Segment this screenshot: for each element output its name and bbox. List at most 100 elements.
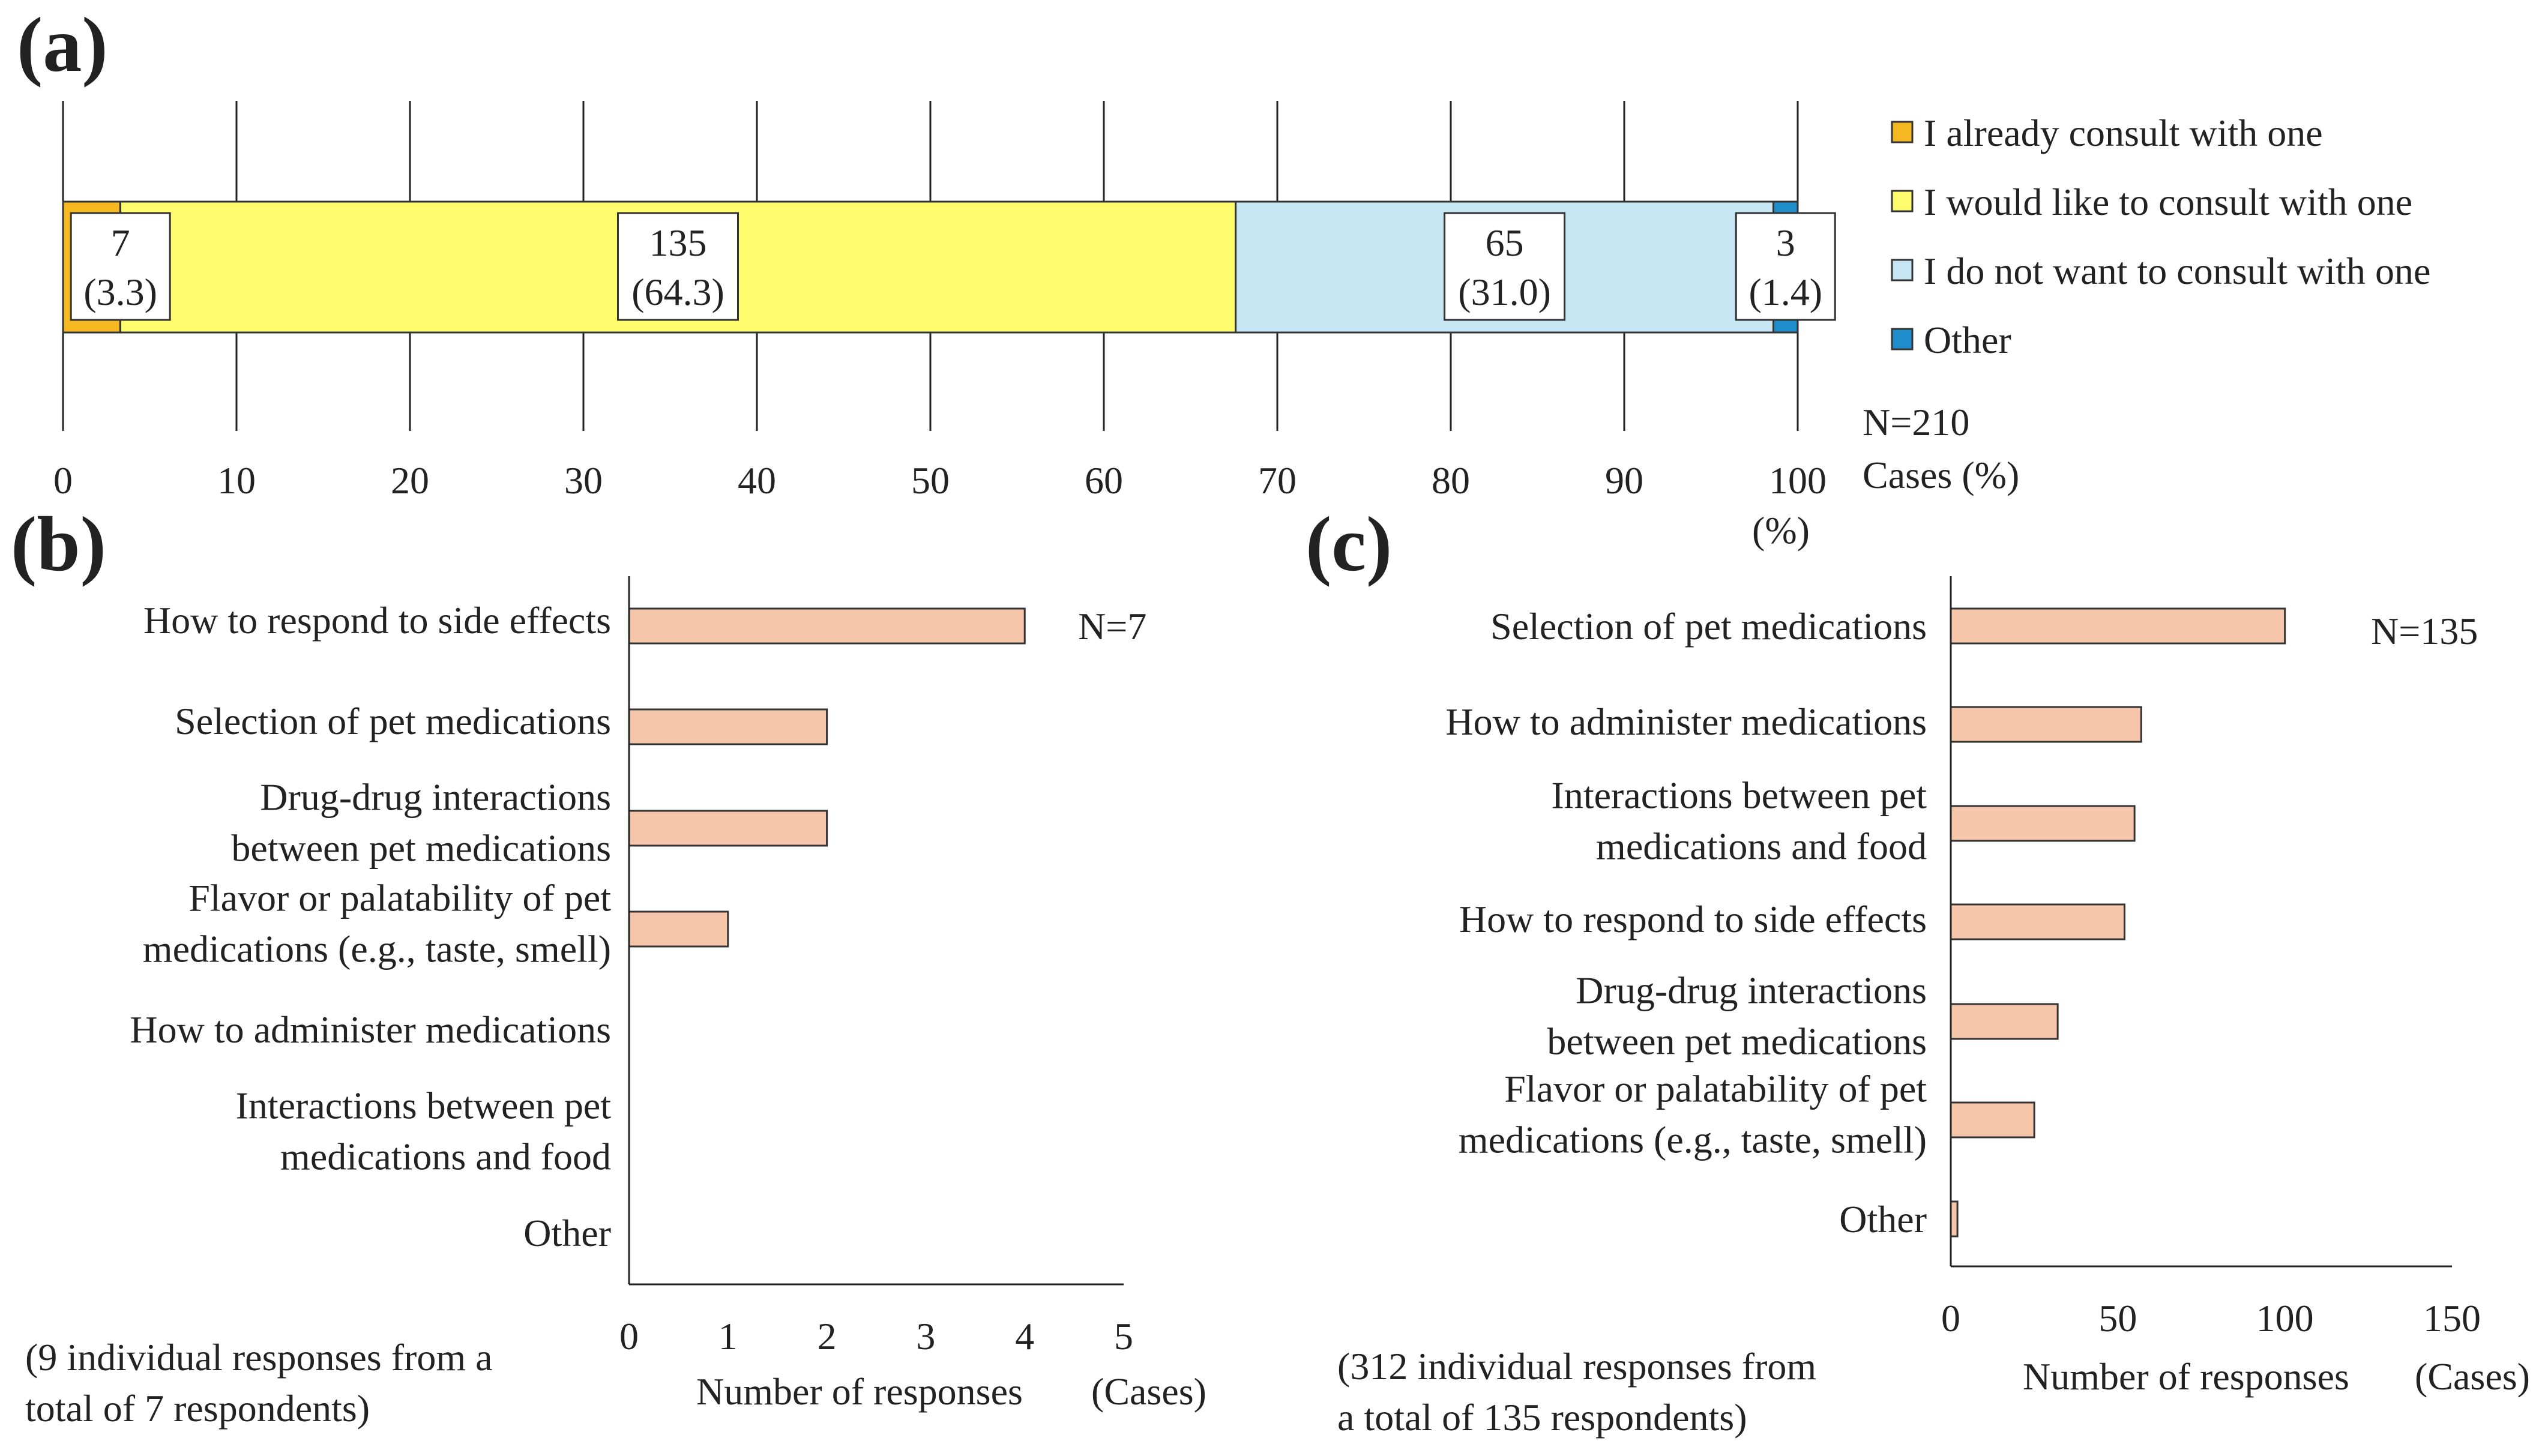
c-bar (1950, 1003, 2059, 1040)
b-x-tick-label: 5 (1114, 1315, 1133, 1358)
panel-c-category-labels: Selection of pet medications How to admin… (1445, 605, 1927, 1241)
c-category-label: How to administer medications (1445, 700, 1927, 743)
panel-a-data-labels: 7 (3.3) 135 (64.3) 65 (31.0) 3 (1.4) (70, 212, 1836, 321)
panel-a-data-label-count: 7 (111, 221, 130, 264)
panel-b-note-line-1: (9 individual responses from a (25, 1336, 493, 1379)
b-category-label: medications and food (280, 1136, 611, 1178)
panel-a-legend-label: Other (1924, 319, 2011, 361)
panel-b-x-label: Number of responses (696, 1370, 1023, 1413)
c-x-tick-label: 0 (1941, 1297, 1960, 1340)
panel-a-x-tick: 0 (53, 459, 73, 502)
c-category-label: Flavor or palatability of pet (1504, 1068, 1927, 1110)
panel-a-legend-swatch (1891, 121, 1914, 143)
panel-a-data-label-count: 3 (1776, 221, 1795, 264)
b-bar (628, 607, 1026, 645)
panel-a-x-tick: 80 (1432, 459, 1470, 502)
panel-a-x-tick: 100 (1769, 459, 1827, 502)
panel-a-x-tick: 40 (738, 459, 776, 502)
panel-b: (b) How to respond to side effects Select… (11, 501, 1206, 1430)
c-bar (1950, 1200, 1959, 1238)
c-bar (1950, 706, 2142, 743)
panel-c: (c) Selection of pet medications How to a… (1306, 501, 2530, 1439)
b-x-tick-label: 2 (818, 1315, 837, 1358)
panel-a-legend: I already consult with one I would like t… (1891, 112, 2430, 361)
panel-a-legend-label: I already consult with one (1924, 112, 2323, 154)
panel-a-x-tick: 20 (391, 459, 429, 502)
panel-a-x-axis: 0 10 20 30 40 50 60 70 80 90 100 (53, 459, 1827, 502)
b-x-tick-label: 0 (619, 1315, 639, 1358)
panel-a-label: (a) (17, 2, 108, 88)
panel-c-note-line-2: a total of 135 respondents) (1337, 1396, 1747, 1439)
panel-a-cases-label: Cases (%) (1863, 454, 2019, 496)
panel-c-bars (1950, 607, 2286, 1238)
c-category-label: Other (1839, 1198, 1927, 1241)
panel-b-x-unit: (Cases) (1091, 1370, 1206, 1413)
panel-a-x-tick: 10 (217, 459, 256, 502)
panel-a-data-label-percent: (64.3) (631, 271, 724, 313)
b-bar (628, 910, 729, 948)
panel-b-note-line-2: total of 7 respondents) (25, 1387, 370, 1430)
panel-a-x-tick: 30 (564, 459, 603, 502)
panel-a-x-tick: 70 (1258, 459, 1297, 502)
panel-a-data-label-percent: (31.0) (1458, 271, 1551, 313)
panel-a-label-box (1444, 212, 1566, 321)
b-category-label: Drug-drug interactions (260, 776, 611, 819)
b-x-tick-label: 1 (718, 1315, 738, 1358)
panel-a-legend-swatch (1891, 190, 1914, 212)
b-bar (628, 708, 828, 745)
b-category-label: Interactions between pet (236, 1084, 612, 1127)
c-x-tick-label: 150 (2423, 1297, 2481, 1340)
panel-a-x-tick: 90 (1605, 459, 1643, 502)
c-bar (1950, 903, 2125, 940)
panel-a-legend-swatch (1891, 328, 1914, 350)
panel-c-x-label: Number of responses (2023, 1355, 2349, 1398)
c-x-tick-label: 100 (2256, 1297, 2314, 1340)
panel-a-label-box (617, 212, 739, 321)
panel-b-category-labels: How to respond to side effects Selection … (130, 599, 611, 1254)
panel-a-x-tick: 50 (911, 459, 950, 502)
panel-c-x-ticks: 0 50 100 150 (1941, 1297, 2481, 1340)
panel-a-data-label-count: 65 (1486, 221, 1524, 264)
panel-a-data-label-count: 135 (649, 221, 707, 264)
panel-a-data-label-percent: (1.4) (1748, 271, 1822, 313)
panel-b-label: (b) (11, 501, 106, 588)
b-x-tick-label: 4 (1015, 1315, 1034, 1358)
panel-b-axes (628, 576, 1124, 1286)
c-category-label: medications (e.g., taste, smell) (1459, 1119, 1927, 1161)
c-category-label: Drug-drug interactions (1576, 969, 1927, 1012)
c-category-label: Interactions between pet (1552, 774, 1927, 817)
c-bar (1950, 1101, 2035, 1139)
c-category-label: How to respond to side effects (1459, 898, 1927, 940)
c-category-label: Selection of pet medications (1490, 605, 1927, 648)
b-category-label: between pet medications (231, 827, 611, 870)
b-category-label: Selection of pet medications (175, 700, 611, 742)
c-bar (1950, 607, 2286, 645)
panel-c-n-label: N=135 (2371, 610, 2478, 652)
panel-b-x-ticks: 0 1 2 3 4 5 (619, 1315, 1133, 1358)
b-bar (628, 810, 828, 847)
c-category-label: between pet medications (1547, 1020, 1927, 1063)
panel-b-n-label: N=7 (1078, 605, 1146, 648)
panel-a-label-box (70, 212, 171, 321)
panel-a-legend-swatch (1891, 259, 1914, 281)
panel-c-label: (c) (1306, 501, 1392, 588)
c-category-label: medications and food (1596, 825, 1927, 868)
panel-c-axes (1950, 576, 2452, 1268)
panel-a-x-tick: 60 (1085, 459, 1123, 502)
c-x-tick-label: 50 (2098, 1297, 2137, 1340)
panel-c-x-unit: (Cases) (2415, 1355, 2530, 1398)
panel-a-label-box (1735, 212, 1836, 321)
panel-b-bars (628, 607, 1026, 948)
panel-a: (a) 7 (3.3) 135 (64.3) 65 (31.0) 3 (1.4) 0 10 20 3… (17, 2, 2430, 552)
panel-a-legend-label: I do not want to consult with one (1924, 250, 2430, 292)
c-bar (1950, 805, 2136, 842)
panel-a-x-unit: (%) (1752, 509, 1810, 552)
b-x-tick-label: 3 (916, 1315, 935, 1358)
b-category-label: How to respond to side effects (143, 599, 611, 642)
panel-a-data-label-percent: (3.3) (83, 271, 157, 313)
panel-c-note-line-1: (312 individual responses from (1337, 1345, 1816, 1388)
b-category-label: How to administer medications (130, 1008, 611, 1051)
panel-a-legend-label: I would like to consult with one (1924, 181, 2412, 223)
b-category-label: medications (e.g., taste, smell) (143, 928, 611, 970)
